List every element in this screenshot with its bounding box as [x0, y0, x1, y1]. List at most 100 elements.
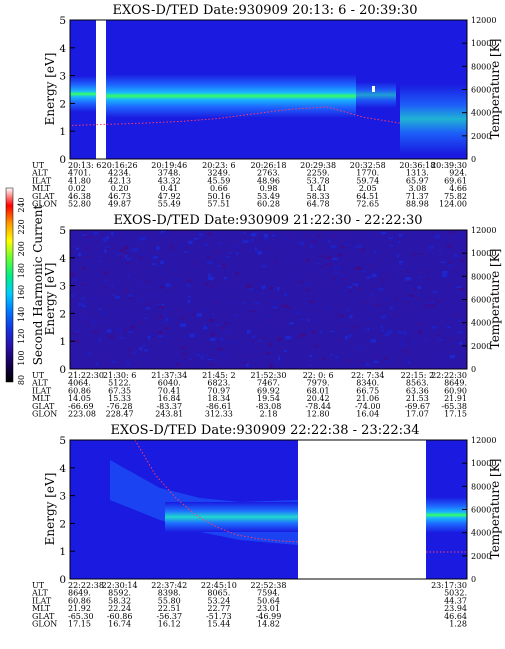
orbit-cell: 0.98: [260, 184, 278, 193]
panel-1-energy-ticks: 0 1 2 3 4 5: [59, 15, 75, 166]
orbit-cell: 4701.: [68, 169, 91, 178]
orbit-cell: 2.18: [260, 410, 278, 419]
orbit-cell: -46.99: [256, 612, 282, 621]
orbit-cell: 60.86: [68, 386, 91, 395]
orbit-cell: 53.78: [307, 176, 330, 185]
orbit-cell: 47.92: [158, 192, 181, 201]
orbit-cell: 58.33: [307, 192, 330, 201]
orbit-cell: 46.64: [444, 612, 467, 621]
orbit-cell: 55.49: [158, 200, 181, 209]
orbit-row-label: UT: [32, 161, 45, 170]
energy-tick-label: 5: [59, 435, 66, 447]
orbit-cell: 16.12: [158, 620, 181, 629]
orbit-cell: 7467.: [257, 379, 280, 388]
orbit-cell: 21.92: [68, 604, 91, 613]
orbit-cell: 23.01: [257, 604, 280, 613]
orbit-cell: 8340.: [356, 379, 379, 388]
orbit-cell: 18.34: [207, 394, 230, 403]
panel-2-y2label: Temperature [K]: [488, 249, 502, 350]
panel-3-ylabel: Energy [eV]: [43, 473, 57, 546]
energy-tick-label: 1: [59, 126, 66, 138]
orbit-cell: 20:36:18: [399, 161, 435, 170]
temperature-tick-label: 6000: [471, 86, 491, 95]
orbit-row-label: ILAT: [32, 176, 52, 185]
orbit-cell: 0.66: [210, 184, 228, 193]
orbit-cell: 6823.: [207, 379, 230, 388]
orbit-cell: 1313.: [406, 169, 429, 178]
orbit-cell: 53.49: [257, 192, 280, 201]
orbit-cell: 1.28: [449, 620, 467, 629]
orbit-cell: 8649.: [68, 589, 91, 598]
orbit-cell: 8065.: [207, 589, 230, 598]
energy-tick-label: 2: [59, 308, 66, 320]
panel-1-y2label: Temperature [K]: [488, 39, 502, 140]
orbit-cell: 49.87: [108, 200, 131, 209]
energy-tick-label: 5: [59, 15, 66, 27]
orbit-cell: 42.13: [108, 176, 131, 185]
energy-tick-label: 1: [59, 546, 66, 558]
orbit-cell: 21.91: [444, 394, 467, 403]
orbit-cell: 60.86: [68, 596, 91, 605]
orbit-row-label: GLAT: [32, 402, 55, 411]
panel-1-marker: [372, 86, 375, 92]
temperature-tick-label: 6000: [471, 296, 491, 305]
panel-3-temperature-ticks: 0 2000 4000 6000 8000 10000 12000: [462, 436, 496, 584]
orbit-cell: 21:45: 2: [202, 371, 235, 380]
orbit-cell: -83.08: [256, 402, 282, 411]
panel-3-energy-band: [165, 502, 298, 532]
orbit-cell: 4.66: [449, 184, 467, 193]
colorbar-scale: [5, 187, 14, 383]
orbit-cell: -76.28: [107, 402, 133, 411]
energy-tick-label: 1: [59, 336, 66, 348]
orbit-cell: 12.80: [307, 410, 330, 419]
temperature-tick-label: 4000: [471, 529, 491, 538]
orbit-cell: 53.24: [207, 596, 230, 605]
temperature-tick-label: 8000: [471, 272, 491, 281]
orbit-cell: 44.37: [444, 596, 467, 605]
orbit-cell: 0.20: [111, 184, 129, 193]
orbit-row-label: ALT: [31, 589, 48, 598]
orbit-cell: 924.: [449, 169, 467, 178]
temperature-tick-label: 4000: [471, 109, 491, 118]
orbit-cell: 70.97: [207, 386, 230, 395]
orbit-cell: 22.51: [158, 604, 181, 613]
energy-tick-label: 3: [59, 71, 66, 83]
orbit-cell: 48.96: [257, 176, 280, 185]
orbit-cell: 20:32:58: [350, 161, 386, 170]
orbit-cell: 59.74: [356, 176, 379, 185]
panel-2: EXOS-D/TED Date:930909 21:22:30 - 22:22:…: [31, 213, 502, 419]
orbit-cell: -51.73: [206, 612, 232, 621]
orbit-cell: 2763.: [257, 169, 280, 178]
orbit-cell: 21.06: [356, 394, 379, 403]
orbit-cell: -60.86: [107, 612, 133, 621]
energy-tick-label: 3: [59, 491, 66, 503]
orbit-cell: 16.74: [108, 620, 131, 629]
orbit-cell: 21:37:34: [151, 371, 187, 380]
orbit-cell: 43.32: [158, 176, 181, 185]
orbit-cell: 1.41: [309, 184, 327, 193]
orbit-cell: 1770.: [356, 169, 379, 178]
orbit-cell: 2.05: [359, 184, 377, 193]
colorbar-tick-label: 240: [17, 197, 26, 212]
orbit-cell: 64.51: [356, 192, 379, 201]
orbit-cell: 17.07: [406, 410, 429, 419]
orbit-cell: -65.38: [441, 402, 467, 411]
orbit-cell: 22: 0: 6: [303, 371, 334, 380]
orbit-cell: 20:23: 6: [202, 161, 235, 170]
colorbar-tick-label: 180: [17, 263, 26, 278]
orbit-cell: 60.90: [444, 386, 467, 395]
orbit-row-label: GLON: [32, 410, 57, 419]
orbit-cell: 20:13: 6: [68, 161, 101, 170]
colorbar-tick-label: 140: [17, 307, 26, 322]
orbit-cell: -78.44: [305, 402, 331, 411]
orbit-cell: 63.36: [406, 386, 429, 395]
panel-1-ylabel: Energy [eV]: [43, 53, 57, 126]
orbit-cell: 8649.: [444, 379, 467, 388]
orbit-cell: 60.28: [257, 200, 280, 209]
orbit-cell: 17.15: [68, 620, 91, 629]
panel-1-energy-band: [400, 84, 467, 154]
orbit-cell: 20:29:38: [300, 161, 336, 170]
orbit-cell: 243.81: [155, 410, 183, 419]
orbit-row-label: UT: [32, 581, 45, 590]
